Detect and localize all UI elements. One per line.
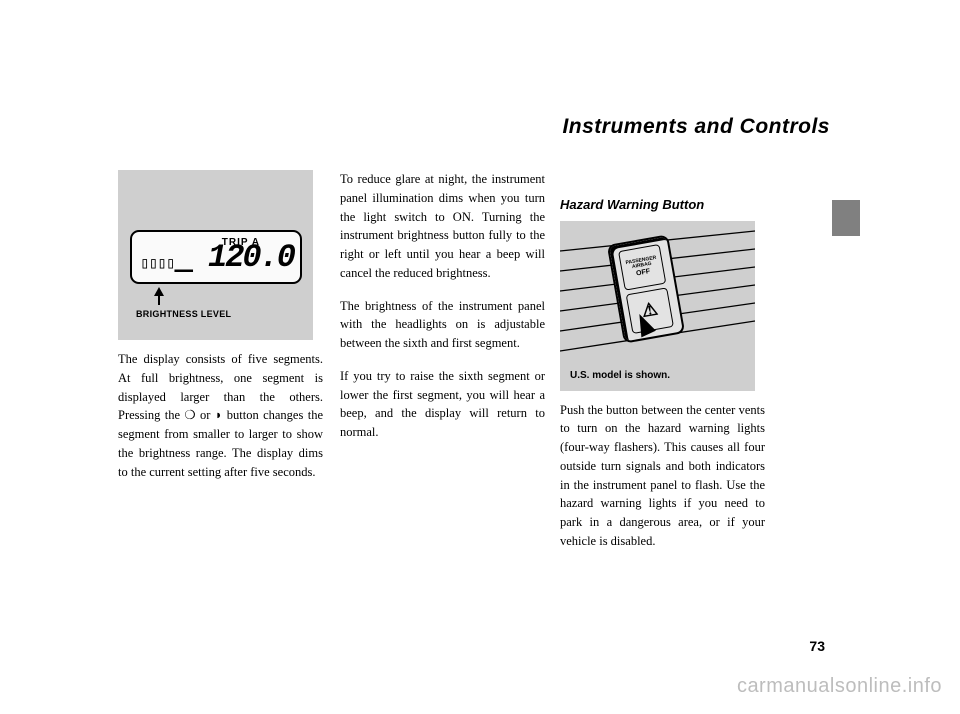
column-1: TRIP A 120.0 ▯▯▯▯▁▁ BRIGHTNESS LEVEL The… xyxy=(118,170,323,495)
body-text: The brightness of the instrument panel w… xyxy=(340,297,545,353)
text-run: or xyxy=(196,408,215,422)
watermark: carmanualsonline.info xyxy=(737,675,942,698)
page-number: 73 xyxy=(809,638,825,654)
section-tab xyxy=(832,200,860,236)
lcd-brightness-segments: ▯▯▯▯▁▁ xyxy=(140,252,192,276)
lcd-trip-value: 120.0 xyxy=(208,242,294,274)
column-2: To reduce glare at night, the instrument… xyxy=(340,170,545,456)
page-title: Instruments and Controls xyxy=(562,115,830,139)
odometer-lcd: TRIP A 120.0 ▯▯▯▯▁▁ xyxy=(130,230,302,284)
figure-brightness-display: TRIP A 120.0 ▯▯▯▯▁▁ BRIGHTNESS LEVEL xyxy=(118,170,313,340)
dim-button-icon: ❍ xyxy=(184,408,195,422)
column-3: Hazard Warning Button PASSENGER AIRBAG O… xyxy=(560,195,765,565)
section-heading: Hazard Warning Button xyxy=(560,195,765,215)
figure-caption: U.S. model is shown. xyxy=(570,368,670,383)
body-text: The display consists of five segments. A… xyxy=(118,350,323,481)
passenger-airbag-off-button: PASSENGER AIRBAG OFF xyxy=(618,243,666,290)
button-label-line: OFF xyxy=(636,267,651,276)
manual-page: Instruments and Controls TRIP A 120.0 ▯▯… xyxy=(0,0,960,714)
figure-caption: BRIGHTNESS LEVEL xyxy=(136,308,231,322)
body-text: Push the button between the center vents… xyxy=(560,401,765,551)
body-text: To reduce glare at night, the instrument… xyxy=(340,170,545,283)
figure-hazard-button: PASSENGER AIRBAG OFF ⚠ U.S. model is sho… xyxy=(560,221,755,391)
callout-arrow-stem xyxy=(158,295,160,305)
body-text: If you try to raise the sixth segment or… xyxy=(340,367,545,442)
